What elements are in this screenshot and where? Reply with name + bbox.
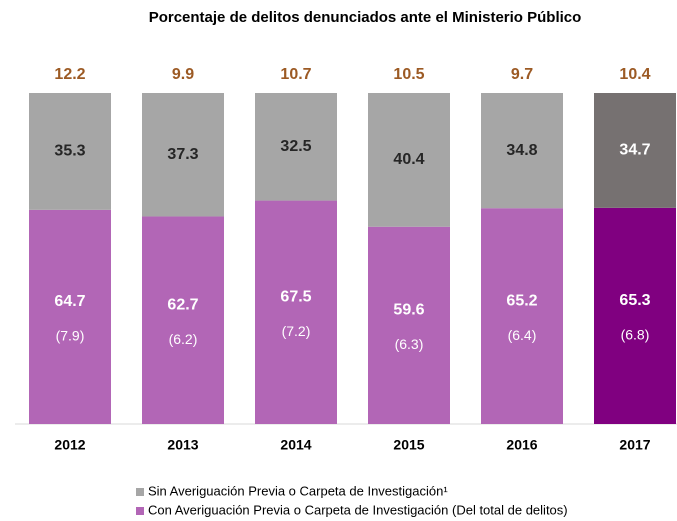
value-label: 64.7 xyxy=(54,293,85,310)
top-label: 10.4 xyxy=(619,66,650,83)
legend-swatch xyxy=(136,488,144,496)
bar-segment xyxy=(368,226,450,424)
sub-label: (6.4) xyxy=(508,327,537,343)
value-label: 65.2 xyxy=(506,292,537,309)
value-label: 67.5 xyxy=(280,289,311,306)
bar-segment xyxy=(594,93,676,208)
x-tick-label: 2012 xyxy=(54,437,85,453)
bar-segment xyxy=(142,216,224,424)
top-label: 9.9 xyxy=(172,66,194,83)
x-tick-label: 2014 xyxy=(280,437,311,453)
value-label: 37.3 xyxy=(167,146,198,163)
x-tick-label: 2016 xyxy=(506,437,537,453)
value-label: 34.8 xyxy=(506,142,537,159)
legend-label: Con Averiguación Previa o Carpeta de Inv… xyxy=(148,502,568,517)
bar-segment xyxy=(594,207,676,424)
value-label: 32.5 xyxy=(280,138,311,155)
legend-swatch xyxy=(136,507,144,515)
value-label: 34.7 xyxy=(619,142,650,159)
sub-label: (7.2) xyxy=(282,323,311,339)
sub-label: (6.8) xyxy=(621,327,650,343)
x-tick-label: 2017 xyxy=(619,437,650,453)
bar-segment xyxy=(481,208,563,424)
sub-label: (6.3) xyxy=(395,336,424,352)
bar-segment xyxy=(368,93,450,227)
top-label: 10.7 xyxy=(280,66,311,83)
top-label: 10.5 xyxy=(393,66,424,83)
top-label: 12.2 xyxy=(54,66,85,83)
chart-title: Porcentaje de delitos denunciados ante e… xyxy=(149,9,582,26)
bar-segment xyxy=(255,200,337,424)
x-tick-label: 2013 xyxy=(167,437,198,453)
top-label: 9.7 xyxy=(511,66,533,83)
sub-label: (7.9) xyxy=(56,328,85,344)
value-label: 62.7 xyxy=(167,296,198,313)
bar-segment xyxy=(255,93,337,201)
value-label: 35.3 xyxy=(54,143,85,160)
legend-label: Sin Averiguación Previa o Carpeta de Inv… xyxy=(148,483,448,498)
sub-label: (6.2) xyxy=(169,331,198,347)
value-label: 59.6 xyxy=(393,302,424,319)
bar-segment xyxy=(481,93,563,209)
value-label: 40.4 xyxy=(393,151,424,168)
value-label: 65.3 xyxy=(619,292,650,309)
bar-segment xyxy=(29,93,111,210)
bar-segment xyxy=(142,93,224,217)
bar-segment xyxy=(29,209,111,424)
x-tick-label: 2015 xyxy=(393,437,424,453)
